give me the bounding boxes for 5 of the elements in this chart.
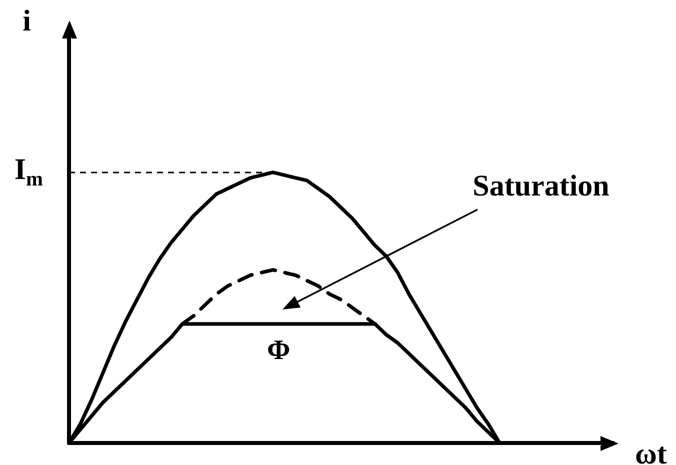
y-axis-title: i [22, 4, 31, 38]
ref-line-label: I$_{m}$ [14, 153, 43, 191]
annotation: Saturation [472, 170, 610, 202]
x-axis-title: ωt [635, 438, 667, 465]
series-label: Φ [267, 334, 290, 366]
